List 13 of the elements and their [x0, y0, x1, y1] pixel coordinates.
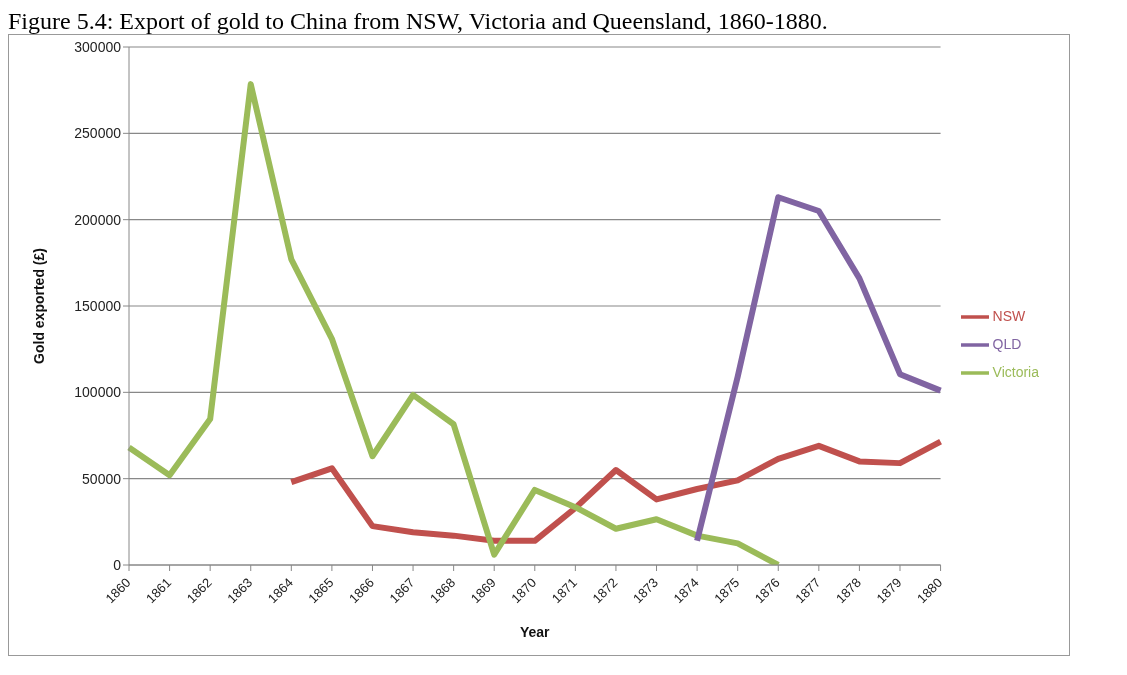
- legend-label: Victoria: [992, 363, 1039, 380]
- y-axis-title: Gold exported (£): [30, 248, 47, 364]
- y-tick-label: 150000: [74, 297, 122, 314]
- y-tick-label: 300000: [74, 38, 122, 55]
- legend-label: QLD: [992, 335, 1022, 352]
- chart-title: Figure 5.4: Export of gold to China from NSW, Victoria and Queensland, 1860-1880.: [8, 8, 829, 34]
- y-tick-label: 50000: [82, 470, 122, 487]
- y-tick-label: 200000: [74, 211, 122, 228]
- legend-label: NSW: [992, 307, 1026, 324]
- y-tick-label: 0: [113, 556, 122, 573]
- x-axis-title: Year: [519, 624, 551, 640]
- y-tick-label: 100000: [74, 384, 122, 401]
- y-tick-label: 250000: [74, 125, 122, 142]
